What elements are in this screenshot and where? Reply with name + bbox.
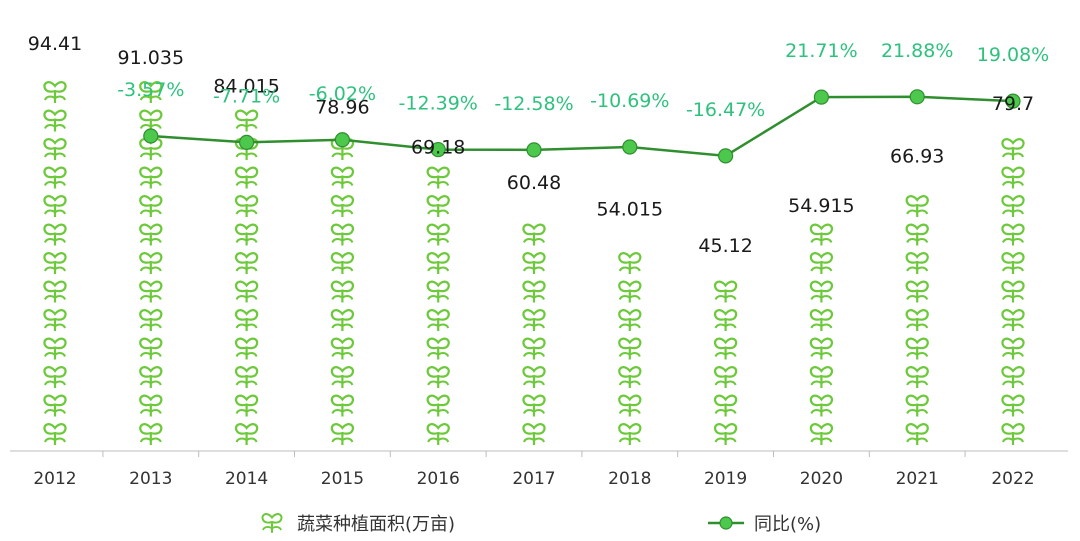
bar-2018 [618,252,642,447]
bar-series [43,81,1025,447]
yoy-line [150,95,1014,158]
bar-value-label-2021: 66.93 [890,146,944,168]
yoy-point-2014 [239,134,255,150]
bar-value-label-2017: 60.48 [507,172,561,194]
yoy-label-2022: 19.08% [977,44,1049,66]
legend-label-bar: 蔬菜种植面积(万亩) [297,514,456,535]
bar-value-label-2022: 79.7 [992,93,1034,115]
bar-2015 [330,138,355,447]
legend-label-line: 同比(%) [754,514,822,535]
bar-2022 [1001,138,1025,447]
yoy-point-2021 [909,89,925,105]
yoy-point-2018 [622,139,638,155]
yoy-label-2019: -16.47% [686,99,765,121]
x-tick-label-2022: 2022 [991,469,1034,489]
yoy-label-2020: 21.71% [785,40,857,62]
yoy-point-2022 [1005,93,1021,109]
yoy-point-2017 [526,142,542,158]
bar-2020 [809,223,834,447]
bar-value-label-2016: 69.18 [411,136,465,158]
yoy-point-2016 [430,141,446,158]
x-tick-label-2012: 2012 [33,469,76,489]
legend-item-line[interactable]: 同比(%) [706,508,821,538]
bar-2014 [234,109,259,447]
x-tick-label-2021: 2021 [896,469,939,489]
bar-value-label-2019: 45.12 [698,235,752,257]
legend-item-bar[interactable]: 蔬菜种植面积(万亩) [255,508,455,538]
x-tick-label-2017: 2017 [512,469,555,489]
bar-value-label-2015: 78.96 [315,96,369,118]
yoy-label-2021: 21.88% [881,40,953,62]
yoy-label-2017: -12.58% [494,93,573,115]
bar-2021 [905,195,929,447]
x-tick-label-2015: 2015 [321,469,364,489]
x-tick-label-2019: 2019 [704,469,747,489]
yoy-label-2015: -6.02% [309,83,376,105]
bar-2019 [713,280,738,447]
sprout-legend-icon [261,513,283,533]
yoy-point-2019 [717,148,734,164]
yoy-label-2016: -12.39% [399,93,478,115]
yoy-label-2013: -3.57% [117,79,184,101]
yoy-label-2018: -10.69% [590,90,669,112]
x-tick-label-2018: 2018 [608,469,651,489]
yoy-point-2020 [813,89,830,105]
bar-value-label-2014: 84.015 [213,76,279,98]
yoy-point-2015 [334,132,350,148]
yoy-label-2014: -7.71% [213,85,280,107]
x-axis-ticks: 2012 2013 2014 2015 2016 2017 2018 2019 2020 2021… [33,451,1035,489]
bar-2017 [522,223,546,447]
bar-value-label-2012: 94.41 [28,33,82,55]
bar-2016 [426,166,450,447]
data-labels: 94.41 91.035 84.015 78.96 69.18 60.48 54.015 45… [28,33,1049,257]
x-tick-label-2020: 2020 [800,469,843,489]
bar-2012 [43,81,67,447]
yoy-point-2013 [143,128,159,144]
x-tick-label-2014: 2014 [225,469,268,489]
bar-value-label-2013: 91.035 [118,47,184,69]
x-tick-label-2013: 2013 [129,469,172,489]
bar-value-label-2018: 54.015 [597,199,663,221]
line-series [143,89,1021,164]
line-marker-legend-icon [708,516,744,530]
x-tick-label-2016: 2016 [417,469,460,489]
bar-value-label-2020: 54.915 [788,195,854,217]
